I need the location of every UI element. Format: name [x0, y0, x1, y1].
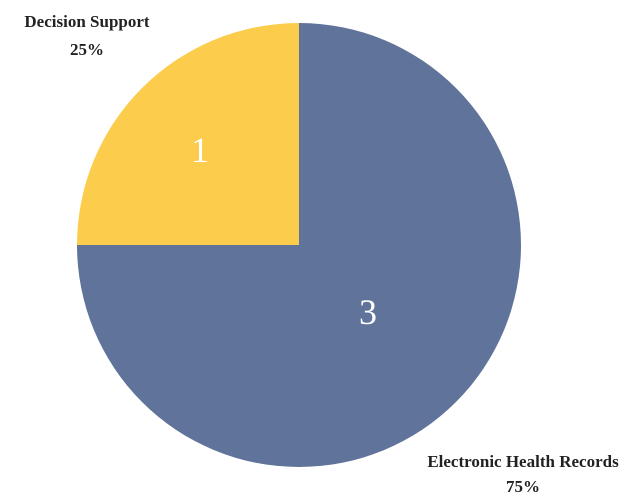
pie-slice-electronic-health-records: [77, 23, 521, 467]
slice-count-electronic-health-records: 3: [359, 292, 377, 332]
slice-count-decision-support: 1: [191, 130, 209, 170]
slice-label-electronic-health-records: Electronic Health Records: [427, 452, 619, 471]
slice-label-decision-support: Decision Support: [24, 12, 149, 31]
pie-slice-decision-support: [77, 23, 299, 245]
slice-percent-decision-support: 25%: [70, 40, 104, 59]
slice-percent-electronic-health-records: 75%: [506, 477, 540, 496]
pie-slices: [77, 23, 521, 467]
